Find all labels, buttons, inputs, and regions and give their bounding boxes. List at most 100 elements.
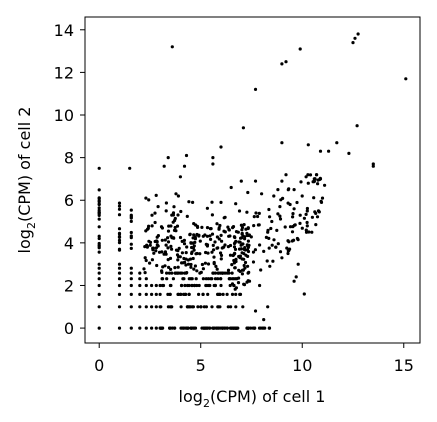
data-point: [191, 242, 194, 245]
data-point: [274, 246, 277, 249]
data-point: [185, 154, 188, 157]
data-point: [227, 235, 230, 238]
data-point: [172, 277, 175, 280]
data-point: [262, 250, 265, 253]
data-point: [146, 228, 149, 231]
data-point: [279, 198, 282, 201]
data-point: [170, 305, 173, 308]
y-axis-title: log2(CPM) of cell 2: [15, 107, 38, 254]
data-point: [158, 251, 161, 254]
data-point: [212, 272, 215, 275]
data-point: [231, 272, 234, 275]
data-point: [167, 305, 170, 308]
data-point: [242, 258, 245, 261]
data-point: [233, 327, 236, 330]
data-point: [303, 217, 306, 220]
data-point: [98, 327, 101, 330]
data-points: [98, 32, 408, 329]
data-point: [98, 203, 101, 206]
x-axis-ticks: 0 5 10 15: [94, 343, 414, 375]
data-point: [151, 248, 154, 251]
data-point: [233, 236, 236, 239]
data-point: [237, 277, 240, 280]
data-point: [204, 251, 207, 254]
data-point: [172, 213, 175, 216]
data-point: [293, 224, 296, 227]
data-point: [166, 293, 169, 296]
data-point: [259, 268, 262, 271]
plot-frame: [85, 17, 420, 343]
data-point: [155, 293, 158, 296]
data-point: [155, 194, 158, 197]
data-point: [198, 252, 201, 255]
data-point: [212, 327, 215, 330]
data-point: [185, 245, 188, 248]
data-point: [165, 209, 168, 212]
data-point: [254, 88, 257, 91]
data-point: [167, 230, 170, 233]
data-point: [155, 264, 158, 267]
data-point: [194, 237, 197, 240]
data-point: [230, 186, 233, 189]
data-point: [227, 228, 230, 231]
data-point: [356, 124, 359, 127]
data-point: [221, 327, 224, 330]
data-point: [199, 240, 202, 243]
data-point: [128, 167, 131, 170]
data-point: [98, 284, 101, 287]
data-point: [240, 236, 243, 239]
data-point: [247, 246, 250, 249]
data-point: [254, 180, 257, 183]
data-point: [219, 251, 222, 254]
data-point: [166, 246, 169, 249]
data-point: [287, 188, 290, 191]
data-point: [297, 263, 300, 266]
data-point: [118, 249, 121, 252]
data-point: [130, 305, 133, 308]
data-point: [266, 259, 269, 262]
data-point: [144, 197, 147, 200]
data-point: [262, 318, 265, 321]
data-point: [161, 239, 164, 242]
data-point: [252, 224, 255, 227]
data-point: [231, 293, 234, 296]
data-point: [145, 284, 148, 287]
x-tick-label: 0: [94, 356, 104, 375]
data-point: [182, 293, 185, 296]
data-point: [240, 247, 243, 250]
data-point: [161, 277, 164, 280]
data-point: [98, 199, 101, 202]
data-point: [98, 263, 101, 266]
data-point: [231, 226, 234, 229]
data-point: [234, 202, 237, 205]
data-point: [118, 239, 121, 242]
data-point: [210, 251, 213, 254]
data-point: [310, 231, 313, 234]
data-point: [170, 248, 173, 251]
data-point: [242, 126, 245, 129]
data-point: [118, 305, 121, 308]
data-point: [231, 282, 234, 285]
data-point: [353, 37, 356, 40]
data-point: [215, 247, 218, 250]
data-point: [165, 277, 168, 280]
data-point: [169, 284, 172, 287]
data-point: [145, 259, 148, 262]
data-point: [220, 257, 223, 260]
data-point: [154, 221, 157, 224]
data-point: [313, 180, 316, 183]
data-point: [183, 284, 186, 287]
data-point: [214, 284, 217, 287]
data-point: [206, 293, 209, 296]
data-point: [189, 233, 192, 236]
data-point: [305, 213, 308, 216]
data-point: [118, 263, 121, 266]
data-point: [130, 215, 133, 218]
data-point: [130, 272, 133, 275]
data-point: [194, 223, 197, 226]
data-point: [144, 271, 147, 274]
data-point: [314, 212, 317, 215]
data-point: [130, 267, 133, 270]
data-point: [254, 309, 257, 312]
data-point: [138, 272, 141, 275]
